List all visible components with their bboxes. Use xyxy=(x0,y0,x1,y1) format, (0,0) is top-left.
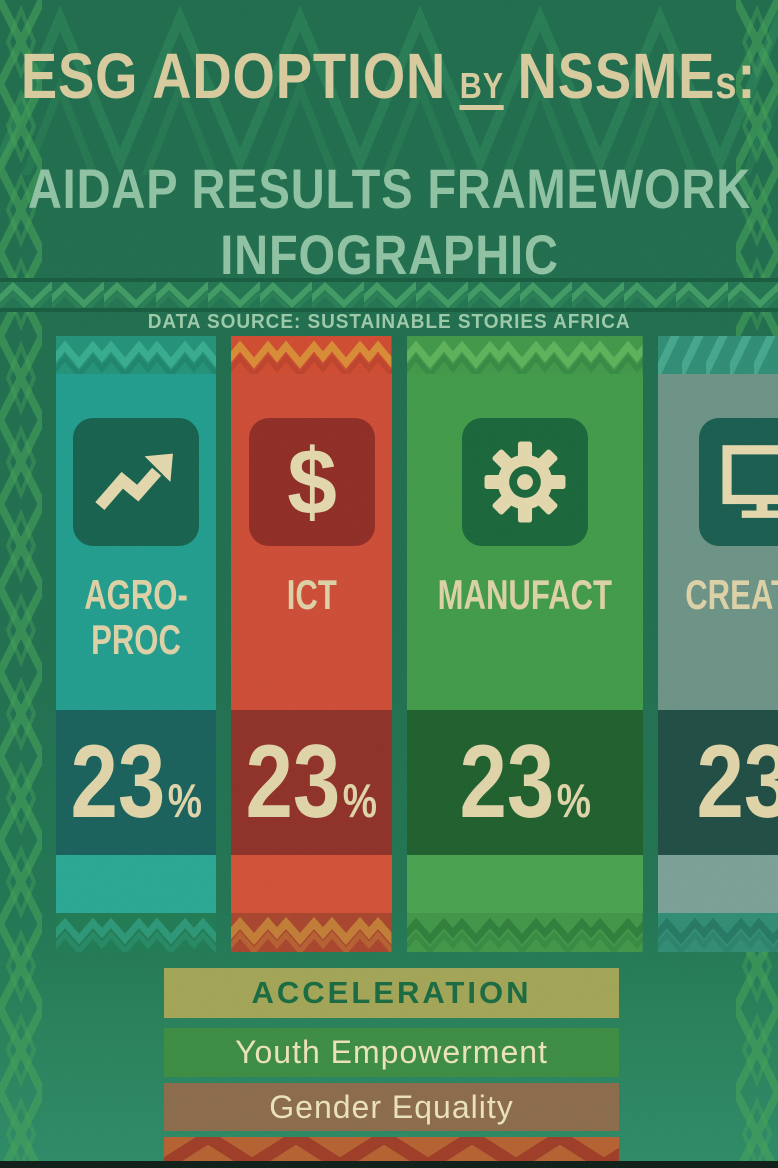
sector-value: 23 % xyxy=(657,710,778,855)
sector-columns: AGRO- PROC 23 % xyxy=(56,336,778,952)
header: ESG ADOPTION BY NSSME s : AIDAP RESULTS … xyxy=(21,0,756,334)
sector-label: MANUFACT xyxy=(437,571,612,618)
column-accent-band xyxy=(657,855,778,913)
page-title: ESG ADOPTION BY NSSME s : xyxy=(21,44,757,110)
footer-bar-label: ACCELERATION xyxy=(251,975,532,1010)
column-accent-band xyxy=(231,855,392,913)
sector-body: AGRO- PROC xyxy=(56,374,217,710)
gear-icon xyxy=(461,418,588,546)
value-number: 23 xyxy=(70,723,166,840)
sector-column-agro-proc: AGRO- PROC 23 % xyxy=(56,336,217,952)
value-number: 23 xyxy=(458,723,554,840)
title-by-underlined: BY xyxy=(460,68,505,110)
title-main-part: ESG ADOPTION xyxy=(21,40,447,112)
title-colon: : xyxy=(737,40,757,112)
dollar-icon: $ xyxy=(248,418,375,546)
column-top-pattern xyxy=(406,336,643,374)
value-percent-sign: % xyxy=(343,773,378,827)
subtitle-line-1: AIDAP RESULTS FRAMEWORK xyxy=(27,156,751,220)
value-number: 23 xyxy=(696,723,778,840)
column-bottom-pattern xyxy=(657,913,778,952)
column-top-pattern xyxy=(231,336,392,374)
sector-label: CREATIVE xyxy=(684,571,778,618)
sector-label: ICT xyxy=(286,571,337,618)
value-percent-sign: % xyxy=(167,773,203,827)
sector-column-ict: $ ICT 23 % xyxy=(231,336,392,952)
trend-up-icon xyxy=(73,418,200,546)
bottom-dark-edge xyxy=(0,1161,778,1168)
column-top-pattern xyxy=(56,336,217,374)
sector-body: CREATIVE xyxy=(657,374,778,710)
data-source-line: DATA SOURCE: SUSTAINABLE STORIES AFRICA xyxy=(147,310,631,333)
title-tail-small-s: s xyxy=(715,57,738,108)
sector-value: 23 % xyxy=(231,710,392,855)
subtitle-line-2: INFOGRAPHIC xyxy=(219,222,559,286)
value-percent-sign: % xyxy=(556,773,591,827)
footer-bar-gender-equality: Gender Equality xyxy=(164,1083,619,1131)
sector-label: AGRO- PROC xyxy=(84,571,189,664)
sector-body: $ ICT xyxy=(231,374,392,710)
monitor-icon xyxy=(699,418,778,546)
sector-value: 23 % xyxy=(56,710,217,855)
column-accent-band xyxy=(406,855,643,913)
footer-bar-acceleration: ACCELERATION xyxy=(164,968,619,1018)
footer-bar-youth-empowerment: Youth Empowerment xyxy=(164,1028,619,1077)
value-number: 23 xyxy=(245,723,341,840)
footer-bar-label: Gender Equality xyxy=(269,1088,514,1125)
column-accent-band xyxy=(56,855,217,913)
sector-body: MANUFACT xyxy=(406,374,643,710)
sector-column-manufact: MANUFACT 23 % xyxy=(406,336,643,952)
column-bottom-pattern xyxy=(406,913,643,952)
sector-value: 23 % xyxy=(406,710,643,855)
column-bottom-pattern xyxy=(231,913,392,952)
column-top-pattern xyxy=(657,336,778,374)
sector-column-creative: CREATIVE 23 % xyxy=(657,336,778,952)
title-tail: NSSME xyxy=(517,40,716,112)
footer-bar-label: Youth Empowerment xyxy=(235,1034,548,1070)
column-bottom-pattern xyxy=(56,913,217,952)
